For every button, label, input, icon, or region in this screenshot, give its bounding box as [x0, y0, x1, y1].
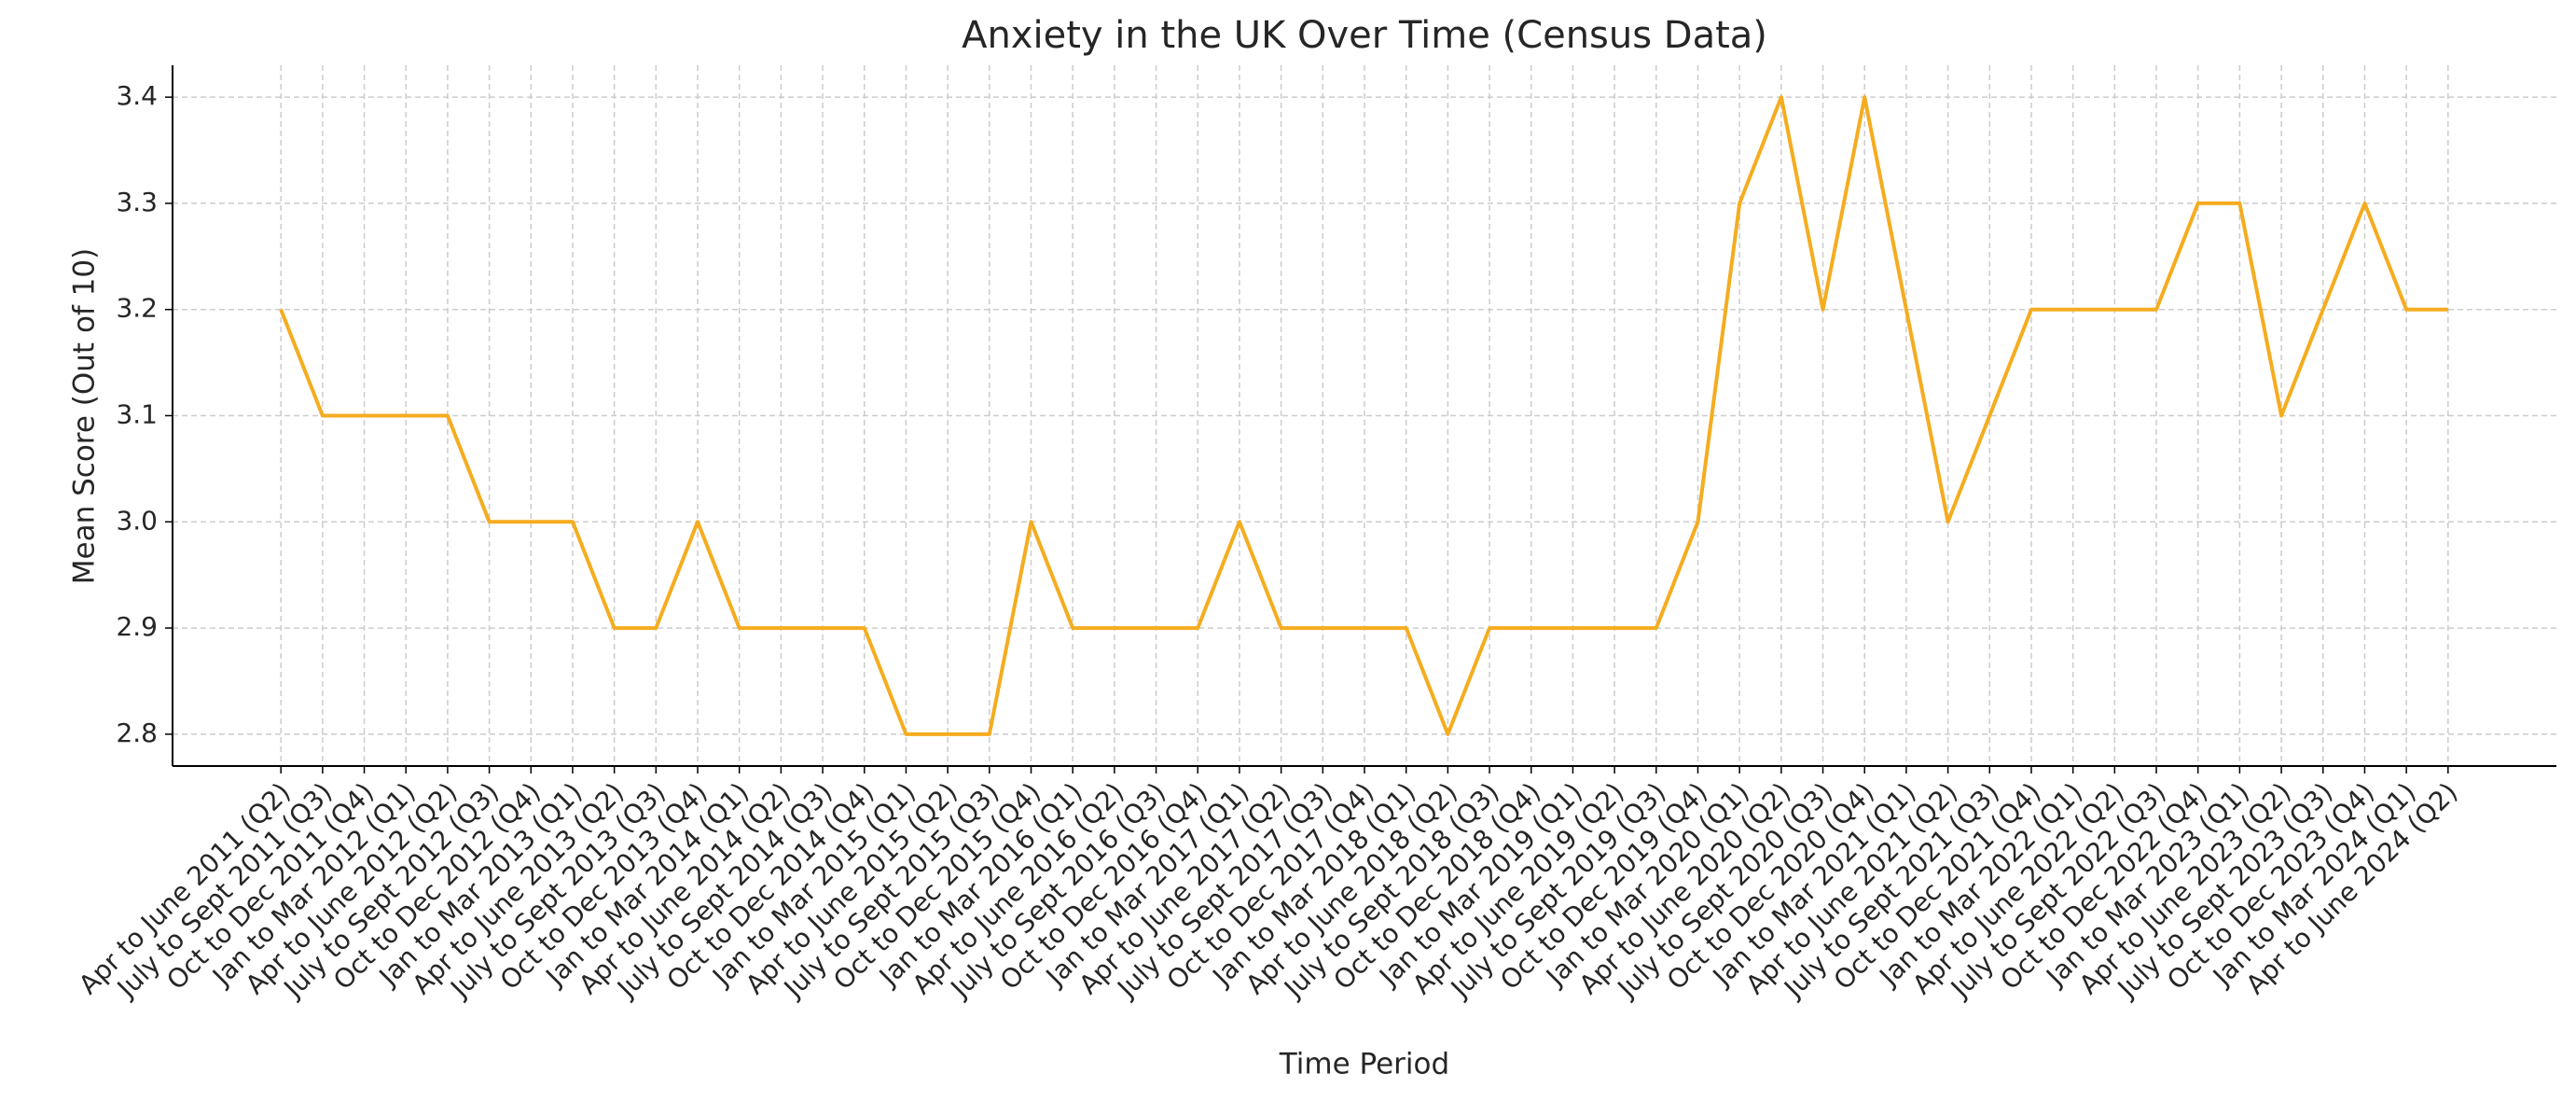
y-tick-label: 3.0: [116, 505, 158, 536]
x-axis-label: Time Period: [1279, 1048, 1449, 1081]
y-tick-label: 3.4: [116, 80, 158, 111]
y-tick-label: 3.2: [116, 293, 158, 324]
y-tick-label: 2.8: [116, 718, 158, 748]
data-line: [279, 95, 2448, 736]
y-tick-label: 3.3: [116, 187, 158, 217]
chart-title: Anxiety in the UK Over Time (Census Data…: [962, 14, 1767, 57]
y-axis-label: Mean Score (Out of 10): [68, 248, 102, 584]
y-tick-label: 3.1: [116, 399, 158, 430]
y-tick-label: 2.9: [116, 611, 158, 642]
